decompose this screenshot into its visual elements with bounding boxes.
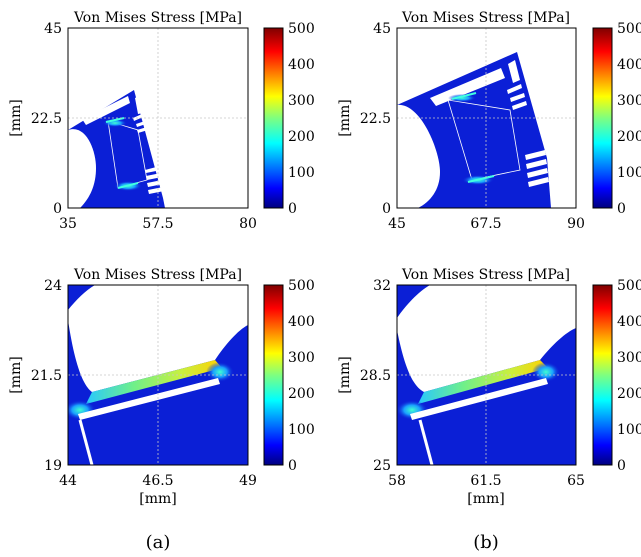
panel-b-full-ytick: 45 [373, 21, 391, 37]
colorbar-tick: 300 [288, 93, 315, 109]
colorbar-tick: 200 [288, 129, 315, 145]
panel-a-zoom-xtick: 46.5 [142, 473, 173, 489]
colorbar-tick: 0 [617, 201, 626, 217]
panel-b-zoom-xtick: 61.5 [470, 473, 501, 489]
panel-b-zoom-ytick: 32 [373, 278, 391, 294]
panel-b-zoom-title: Von Mises Stress [MPa] [401, 267, 570, 283]
panel-a-full-xtick: 57.5 [142, 216, 173, 232]
panel-b-full-grid [397, 28, 576, 208]
colorbar-tick: 100 [288, 165, 315, 181]
panel-a-full-ylabel: [mm] [8, 99, 24, 136]
panel-b-zoom-xtick: 58 [388, 473, 406, 489]
colorbar-tick: 500 [288, 21, 315, 37]
panel-b-full-xtick: 90 [567, 216, 585, 232]
panel-b-full-axes-box [396, 27, 577, 209]
colorbar-tick: 300 [617, 93, 641, 109]
panel-a-zoom-grid [68, 285, 248, 465]
panel-b-full-title: Von Mises Stress [MPa] [401, 10, 570, 26]
colorbar-tick: 400 [288, 57, 315, 73]
colorbar-tick: 500 [288, 278, 315, 294]
panel-b-full-ytick: 0 [382, 201, 391, 217]
panel-a-full: Von Mises Stress [MPa] [8, 10, 315, 232]
colorbar-tick: 500 [617, 278, 641, 294]
colorbar-tick: 300 [288, 350, 315, 366]
panel-b-zoom-ylabel: [mm] [337, 356, 353, 393]
panel-b-zoom-xlabel: [mm] [467, 491, 504, 507]
panel-b-zoom-ytick: 28.5 [360, 368, 391, 384]
panel-b-full-stress-field [397, 52, 551, 208]
caption-a: (a) [146, 532, 171, 553]
panel-a-zoom-ylabel: [mm] [8, 356, 24, 393]
colorbar-tick: 100 [288, 422, 315, 438]
colorbar-tick: 100 [617, 165, 641, 181]
panel-a-full-title: Von Mises Stress [MPa] [73, 10, 242, 26]
panel-b-full: Von Mises Stress [MPa] [337, 10, 641, 232]
colorbar-tick: 500 [617, 21, 641, 37]
panel-a-full-ytick: 0 [53, 201, 62, 217]
colorbar-tick: 300 [617, 350, 641, 366]
panel-a-zoom-colorbar: 0 100 200 300 400 500 [263, 278, 315, 474]
colorbar-tick: 0 [288, 201, 297, 217]
panel-b-full-xtick: 45 [388, 216, 406, 232]
panel-a-zoom-axes-box [67, 284, 249, 466]
panel-a-full-ytick: 45 [44, 21, 62, 37]
panel-a-zoom-xtick: 44 [59, 473, 77, 489]
panel-a-zoom-xtick: 49 [239, 473, 257, 489]
colorbar-tick: 400 [617, 57, 641, 73]
colorbar-tick: 400 [617, 314, 641, 330]
panel-a-full-stress-field [68, 90, 165, 208]
panel-b-full-ylabel: [mm] [337, 99, 353, 136]
panel-a-zoom-xlabel: [mm] [139, 491, 176, 507]
colorbar-tick: 400 [288, 314, 315, 330]
panel-a-full-xtick: 80 [239, 216, 257, 232]
panel-b-zoom: Von Mises Stress [MPa] 58 61.5 65 25 28.… [337, 267, 641, 507]
panel-a-full-ytick: 22.5 [31, 111, 62, 127]
colorbar-tick: 100 [617, 422, 641, 438]
panel-b-full-colorbar: 0 100 200 300 400 500 [592, 21, 641, 217]
panel-a-full-xtick: 35 [59, 216, 77, 232]
colorbar-tick: 200 [617, 129, 641, 145]
panel-a-zoom-ytick: 24 [44, 278, 62, 294]
panel-b-zoom-colorbar: 0 100 200 300 400 500 [592, 278, 641, 474]
panel-a-zoom-title: Von Mises Stress [MPa] [73, 267, 242, 283]
colorbar-tick: 0 [288, 458, 297, 474]
panel-a-zoom-ytick: 21.5 [31, 368, 62, 384]
panel-a-zoom: Von Mises Stress [MPa] 44 46.5 49 19 21.… [8, 267, 315, 507]
panel-a-full-axes-box [67, 27, 249, 209]
colorbar-tick: 200 [617, 386, 641, 402]
panel-a-full-grid [68, 28, 248, 208]
panel-b-full-ytick: 22.5 [360, 111, 391, 127]
panel-b-full-xtick: 67.5 [470, 216, 501, 232]
colorbar-tick: 0 [617, 458, 626, 474]
panel-b-zoom-ytick: 25 [373, 458, 391, 474]
panel-a-zoom-ytick: 19 [44, 458, 62, 474]
panel-b-zoom-axes-box [396, 284, 577, 466]
panel-a-full-colorbar: 0 100 200 300 400 500 [263, 21, 315, 217]
panel-b-zoom-grid [397, 285, 576, 465]
caption-b: (b) [473, 532, 499, 553]
colorbar-tick: 200 [288, 386, 315, 402]
panel-b-zoom-xtick: 65 [567, 473, 585, 489]
